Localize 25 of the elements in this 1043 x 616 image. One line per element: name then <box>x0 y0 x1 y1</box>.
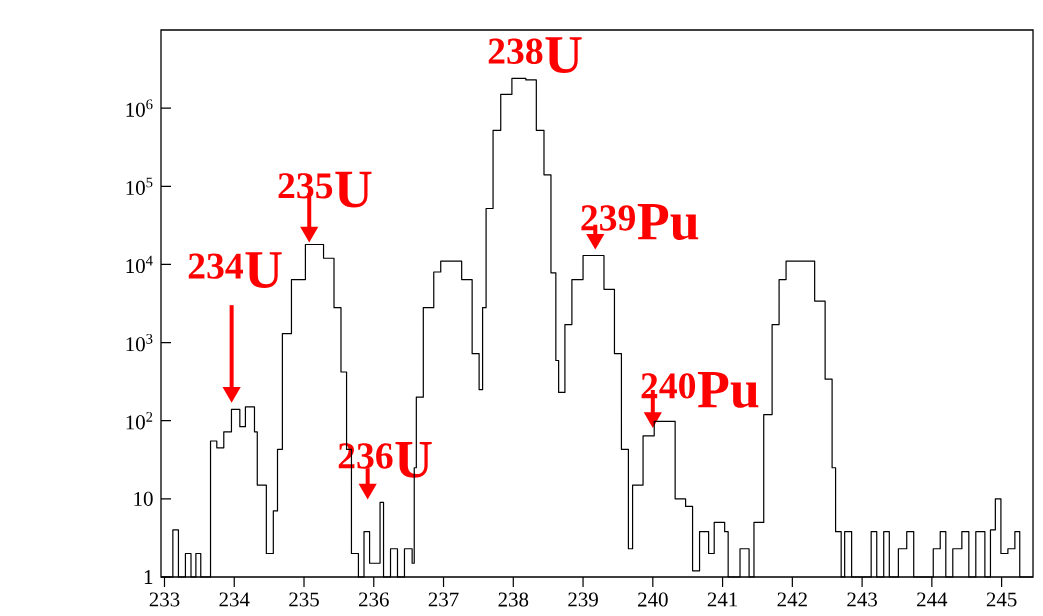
x-tick-label: 235 <box>289 592 319 607</box>
x-tick-label: 237 <box>428 592 459 607</box>
x-tick-label: 238 <box>498 592 529 607</box>
x-tick-label: 233 <box>149 592 180 607</box>
y-tick-label: 10 <box>134 491 153 506</box>
x-tick-label: 243 <box>847 592 877 607</box>
annotation: $^{235}$U <box>278 171 372 208</box>
y-tick-label: 10$^{5}$ <box>126 177 153 195</box>
annotation: $^{238}$U <box>488 37 582 74</box>
x-tick-label: 240 <box>638 592 668 607</box>
annotation: $^{239}$Pu <box>581 204 699 240</box>
y-tick-label: 1 <box>144 570 153 584</box>
annotation: $^{234}$U <box>188 252 282 288</box>
x-tick-label: 241 <box>707 592 738 607</box>
y-tick-label: 10$^{4}$ <box>126 255 153 274</box>
x-tick-label: 244 <box>917 592 948 607</box>
x-tick-label: 239 <box>568 592 598 607</box>
x-tick-label: 236 <box>359 592 389 607</box>
x-tick-label: 234 <box>219 592 250 607</box>
y-tick-label: 10$^{6}$ <box>126 99 153 117</box>
annotation: $^{240}$Pu <box>641 371 759 408</box>
y-tick-label: 10$^{2}$ <box>126 412 153 430</box>
y-tick-label: 10$^{3}$ <box>126 333 153 352</box>
x-tick-label: 245 <box>986 592 1017 607</box>
x-tick-label: 242 <box>777 592 807 607</box>
